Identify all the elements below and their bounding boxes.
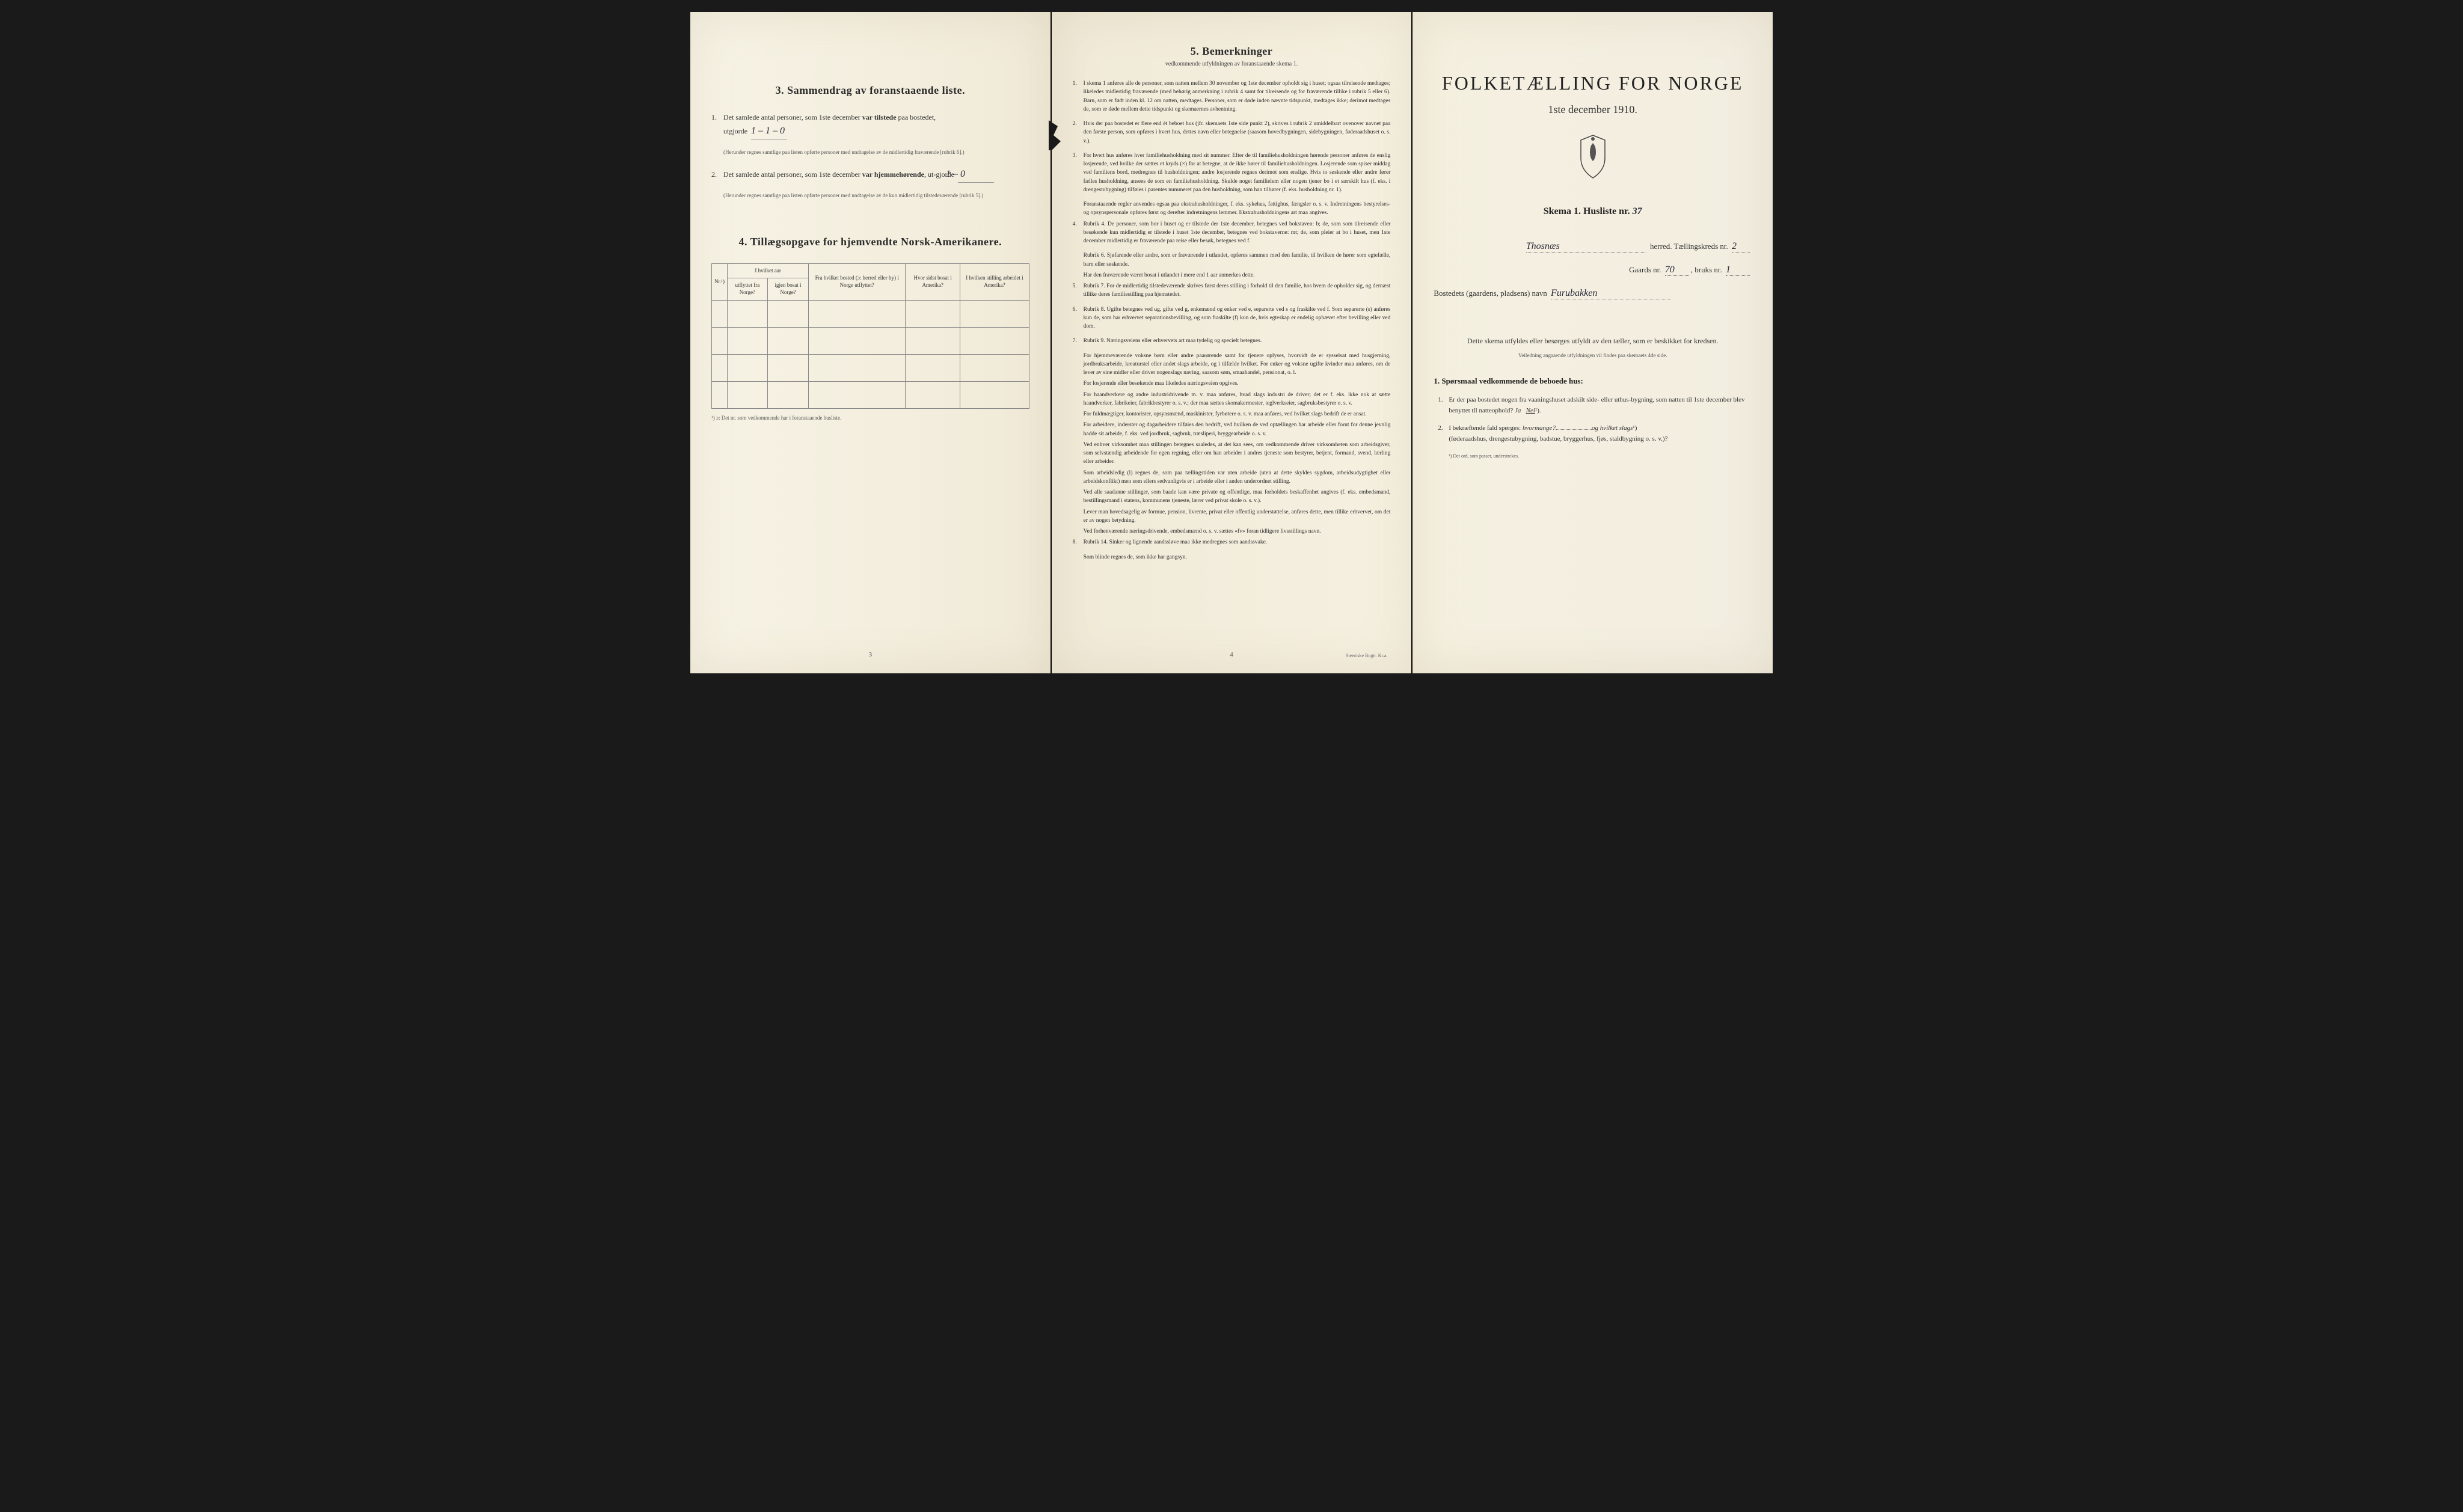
footnote: ¹) Det ord, som passer, understrekes. — [1434, 453, 1752, 459]
gaards-nr: 70 — [1665, 265, 1689, 276]
printer-mark: Steen'ske Bogtr. Kr.a. — [1346, 653, 1387, 658]
question-2: 2.I bekræftende fald spørges: hvormange?… — [1434, 423, 1752, 444]
amerikanere-table: Nr.¹) I hvilket aar Fra hvilket bosted (… — [711, 263, 1029, 409]
hjemmehorende-count: 1 – 0 — [958, 167, 994, 183]
page-1-cover: FOLKETÆLLING FOR NORGE 1ste december 191… — [1412, 12, 1773, 673]
table-row — [712, 354, 1029, 381]
bemerkninger-item: 5.Rubrik 7. For de midlertidig tilstedev… — [1073, 282, 1391, 299]
bruks-nr: 1 — [1726, 265, 1750, 276]
col-utflyttet: utflyttet fra Norge? — [727, 278, 767, 300]
table-footnote: ¹) ɔ: Det nr. som vedkommende har i fora… — [711, 415, 1029, 421]
census-title: FOLKETÆLLING FOR NORGE — [1434, 72, 1752, 94]
table-row — [712, 327, 1029, 354]
section-5-title: 5. Bemerkninger — [1073, 45, 1391, 58]
bemerkninger-item: 7.Rubrik 9. Næringsveiens eller erhverve… — [1073, 337, 1391, 345]
herred-name: Thosnæs — [1526, 241, 1646, 253]
item1-note: (Herunder regnes samtlige paa listen opf… — [711, 148, 1029, 156]
kreds-nr: 2 — [1732, 241, 1750, 253]
page-number: 4 — [1230, 651, 1233, 658]
col-nr: Nr.¹) — [712, 263, 728, 300]
instruction-para: Dette skema utfyldes eller besørges utfy… — [1446, 335, 1740, 346]
gaards-line: Gaards nr. 70, bruks nr. 1 — [1434, 265, 1752, 276]
nei-underlined: Nei — [1526, 407, 1535, 414]
page-tear-icon — [1049, 120, 1067, 150]
census-date: 1ste december 1910. — [1434, 103, 1752, 116]
item2-note: (Herunder regnes samtlige paa listen opf… — [711, 192, 1029, 200]
col-aar: I hvilket aar — [727, 263, 808, 278]
section-4-title: 4. Tillægsopgave for hjemvendte Norsk-Am… — [711, 236, 1029, 248]
bemerkninger-list: 1.I skema 1 anføres alle de personer, so… — [1073, 79, 1391, 562]
bosted-name: Furubakken — [1551, 288, 1671, 299]
section-5-subtitle: vedkommende utfyldningen av foranstaaend… — [1073, 61, 1391, 67]
summary-item-2: 2.Det samlede antal personer, som 1ste d… — [711, 167, 1029, 183]
tilstede-count: 1 – 1 – 0 — [751, 123, 787, 139]
instruction-small: Veiledning angaaende utfyldningen vil fi… — [1434, 352, 1752, 358]
husliste-nr: 37 — [1633, 206, 1642, 216]
bemerkninger-item: 6.Rubrik 8. Ugifte betegnes ved ug, gift… — [1073, 305, 1391, 331]
col-igjen: igjen bosat i Norge? — [767, 278, 809, 300]
section-3-title: 3. Sammendrag av foranstaaende liste. — [711, 84, 1029, 97]
col-amerika: Hvor sidst bosat i Amerika? — [906, 263, 960, 300]
bemerkninger-item: 1.I skema 1 anføres alle de personer, so… — [1073, 79, 1391, 114]
table-row — [712, 300, 1029, 327]
coat-of-arms-icon — [1434, 134, 1752, 182]
bemerkninger-item: 2.Hvis der paa bostedet er flere end ét … — [1073, 120, 1391, 145]
bosted-line: Bostedets (gaardens, pladsens) navn Furu… — [1434, 288, 1752, 299]
question-1: 1.Er der paa bostedet nogen fra vaanings… — [1434, 395, 1752, 416]
summary-item-1: 1.Det samlede antal personer, som 1ste d… — [711, 112, 1029, 139]
bemerkninger-item: 4.Rubrik 4. De personer, som bor i huset… — [1073, 220, 1391, 246]
table-row — [712, 381, 1029, 408]
herred-line: Thosnæs herred. Tællingskreds nr. 2 — [1434, 241, 1752, 253]
skema-line: Skema 1. Husliste nr. 37 — [1434, 206, 1752, 217]
bemerkninger-item: 8.Rubrik 14. Sinker og lignende aandsslø… — [1073, 538, 1391, 546]
col-stilling: I hvilken stilling arbeidet i Amerika? — [960, 263, 1029, 300]
page-3-summary: 3. Sammendrag av foranstaaende liste. 1.… — [690, 12, 1051, 673]
questions-title: 1. Spørsmaal vedkommende de beboede hus: — [1434, 376, 1752, 386]
bemerkninger-item: 3.For hvert hus anføres hver familiehush… — [1073, 152, 1391, 194]
page-number: 3 — [869, 651, 873, 658]
col-bosted: Fra hvilket bosted (ɔ: herred eller by) … — [809, 263, 906, 300]
page-4-bemerkninger: 5. Bemerkninger vedkommende utfyldningen… — [1052, 12, 1412, 673]
census-document: 3. Sammendrag av foranstaaende liste. 1.… — [690, 12, 1773, 673]
